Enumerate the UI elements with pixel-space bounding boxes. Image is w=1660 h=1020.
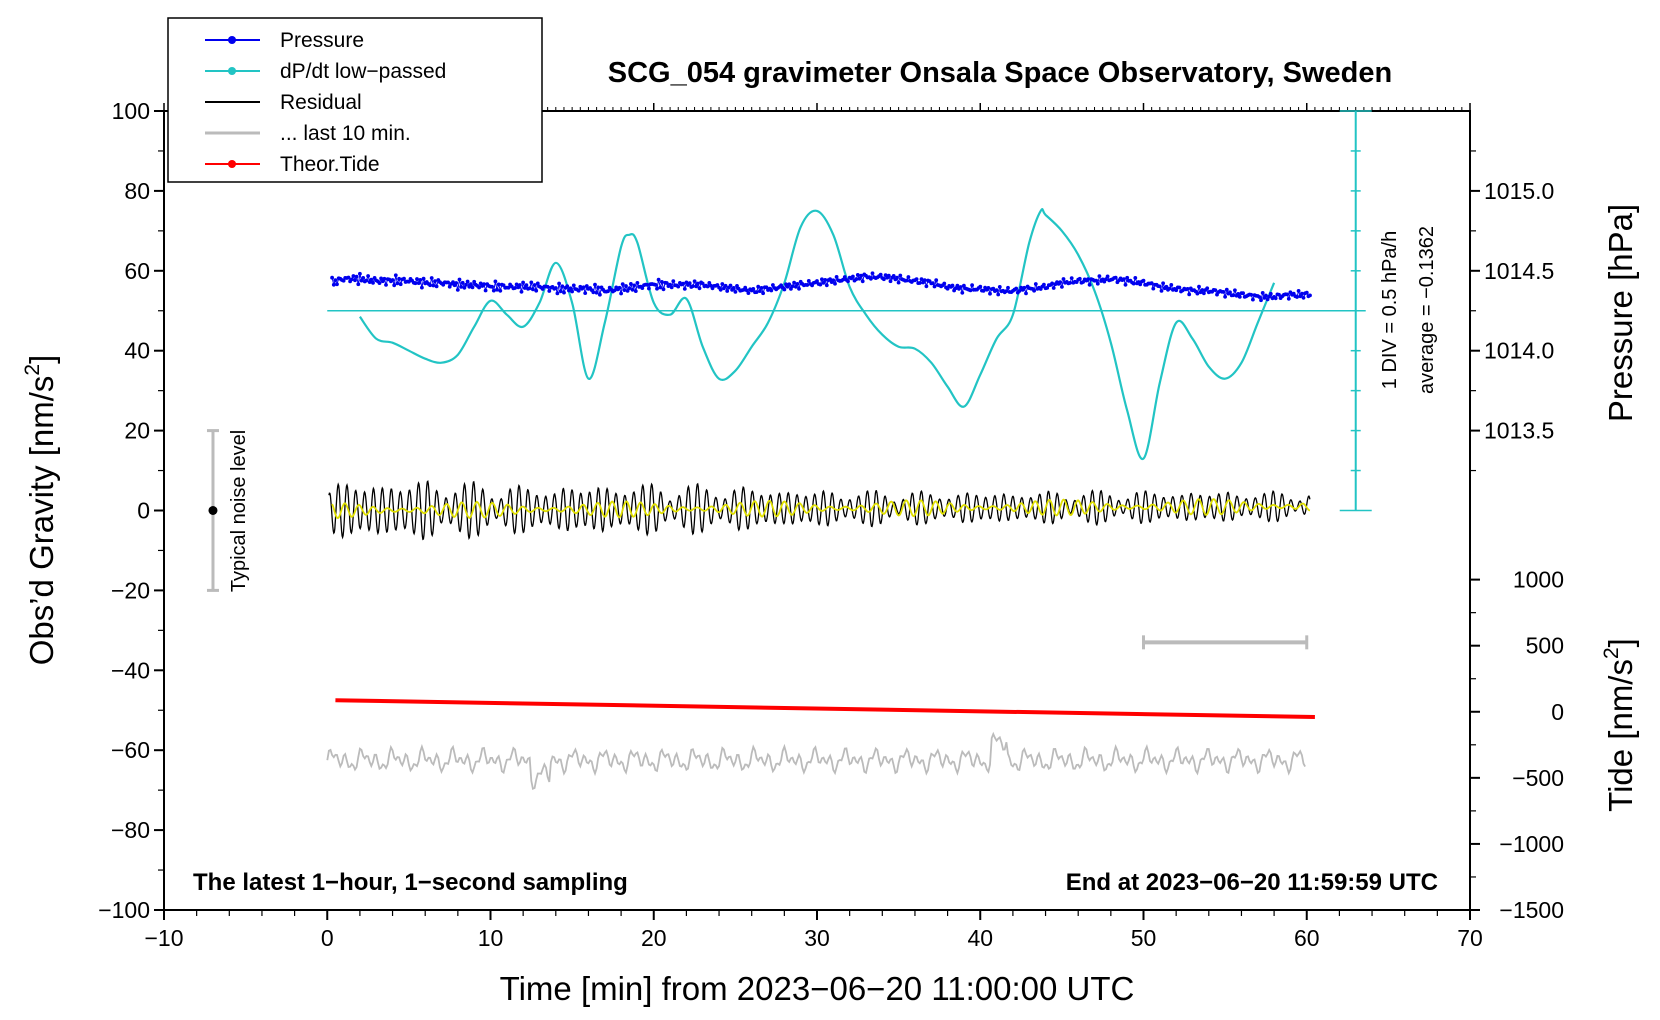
legend-label: Pressure [280,29,364,52]
tide-tick-label: −1500 [1499,897,1564,923]
y-axis-tide-title-sup: 2 [1600,647,1623,659]
y-axis-left-title: Obs’d Gravity [nm/s2] [21,355,60,666]
dpdt-line [359,207,1276,460]
y-tick-label: 100 [112,98,150,124]
legend-label: Residual [280,91,362,114]
x-tick-label: 30 [804,925,830,951]
y-axis-pressure-ticks: 1013.5 1014.0 1014.5 1015.0 [1470,150,1554,472]
legend-label: ... last 10 min. [280,122,411,145]
tide-tick-label: 500 [1526,633,1564,659]
tide-tick-label: −500 [1512,765,1564,791]
pressure-tick-label: 1014.5 [1484,258,1554,284]
y-axis-tide-title-main: Tide [nm/s [1602,659,1639,812]
y-tick-label: 40 [124,338,150,364]
noise-level-bar [206,429,219,592]
x-axis-ticks: −10 0 10 20 30 40 50 60 70 [144,103,1483,951]
y-axis-pressure-title: Pressure [hPa] [1602,204,1639,422]
residual-line [328,479,1311,541]
y-tick-label: −80 [111,817,150,843]
dpdt-scale-bar [1339,110,1372,512]
legend: Pressure dP/dt low−passed Residual ... last… [167,17,543,183]
y-axis-left-title-main: Obs’d Gravity [nm/s [23,376,60,666]
y-tick-label: 60 [124,258,150,284]
y-tick-label: 20 [124,418,150,444]
series-layer [326,207,1366,790]
pressure-tick-label: 1014.0 [1484,338,1554,364]
y-tick-label: −20 [111,577,150,603]
y-axis-tide-title-end: ] [1602,638,1639,647]
x-tick-label: 70 [1457,925,1483,951]
y-axis-left-title-end: ] [23,355,60,364]
legend-marker [228,67,236,75]
chart-title: SCG_054 gravimeter Onsala Space Observat… [608,57,1392,89]
x-tick-label: 60 [1294,925,1320,951]
pressure-tick-label: 1013.5 [1484,418,1554,444]
x-tick-label: 40 [967,925,993,951]
residual-smoothed-line [331,498,1311,520]
end-time-note: End at 2023−06−20 11:59:59 UTC [1066,869,1438,896]
y-axis-tide-ticks: −1500 −1000 −500 0 500 1000 [1470,567,1564,923]
sampling-note: The latest 1−hour, 1−second sampling [193,869,628,896]
noise-level-label: Typical noise level [228,430,250,592]
y-tick-label: −100 [98,897,150,923]
legend-box [167,17,543,183]
last-10-min-bar [1142,635,1309,650]
tide-tick-label: −1000 [1499,831,1564,857]
y-axis-left-title-sup: 2 [21,364,44,376]
noise-bar-dot [208,506,218,515]
tide-line [335,698,1315,720]
y-tick-label: −60 [111,737,150,763]
x-axis-title: Time [min] from 2023−06−20 11:00:00 UTC [500,970,1135,1007]
legend-marker [228,160,236,168]
x-tick-label: −10 [144,925,183,951]
legend-marker [228,36,236,44]
x-tick-label: 20 [641,925,667,951]
y-axis-tide-title: Tide [nm/s2] [1600,638,1639,812]
dpdt-average-label: average = −0.1362 [1416,226,1438,394]
pressure-tick-label: 1015.0 [1484,178,1554,204]
tide-tick-label: 0 [1551,699,1564,725]
legend-label: dP/dt low−passed [280,60,446,83]
x-tick-label: 50 [1131,925,1157,951]
x-tick-label: 10 [478,925,504,951]
pressure-line [331,271,1311,302]
tide-tick-label: 1000 [1513,567,1564,593]
dpdt-scale-label: 1 DIV = 0.5 hPa/h [1379,231,1401,389]
x-tick-label: 0 [321,925,334,951]
y-tick-label: 0 [137,498,150,524]
last-10-min-line [326,731,1306,790]
y-tick-label: 80 [124,178,150,204]
y-axis-left-ticks: −100 −80 −60 −40 −20 0 20 40 60 80 100 [98,98,164,923]
y-tick-label: −40 [111,657,150,683]
legend-label: Theor.Tide [280,153,380,176]
